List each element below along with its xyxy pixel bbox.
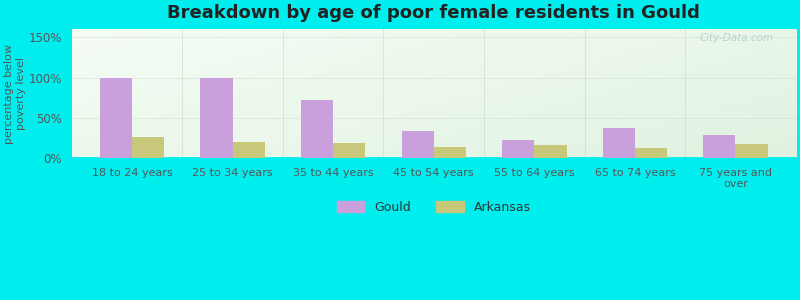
Bar: [132, 137, 164, 158]
Bar: [635, 148, 667, 158]
Bar: [534, 145, 566, 158]
Bar: [434, 147, 466, 158]
Title: Breakdown by age of poor female residents in Gould: Breakdown by age of poor female resident…: [167, 4, 700, 22]
Bar: [100, 77, 132, 158]
Bar: [402, 131, 434, 158]
Bar: [502, 140, 534, 158]
Text: City-Data.com: City-Data.com: [700, 33, 774, 43]
Bar: [200, 77, 233, 158]
Legend: Gould, Arkansas: Gould, Arkansas: [332, 196, 536, 219]
Bar: [703, 135, 735, 158]
Bar: [602, 128, 635, 158]
Y-axis label: percentage below
poverty level: percentage below poverty level: [4, 44, 26, 144]
Bar: [233, 142, 265, 158]
Bar: [301, 100, 333, 158]
Bar: [735, 144, 768, 158]
Bar: [333, 143, 366, 158]
